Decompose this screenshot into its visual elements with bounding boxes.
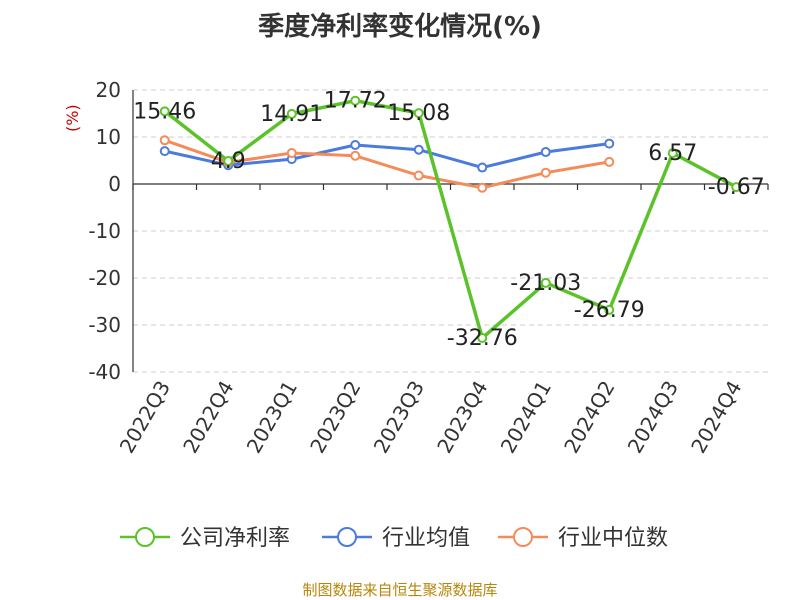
- data-label: 6.57: [648, 141, 697, 166]
- data-label: 17.72: [324, 89, 387, 114]
- legend-label: 行业中位数: [558, 526, 668, 551]
- data-point[interactable]: [477, 162, 488, 173]
- data-point[interactable]: [223, 155, 234, 166]
- data-source-note: 制图数据来自恒生聚源数据库: [302, 581, 498, 599]
- y-tick-label: -10: [88, 219, 121, 243]
- data-point[interactable]: [413, 170, 424, 181]
- legend-marker-icon: [513, 527, 533, 547]
- data-point[interactable]: [286, 108, 297, 119]
- data-point[interactable]: [286, 147, 297, 158]
- y-tick-label: 10: [96, 125, 121, 149]
- data-label: -21.03: [510, 271, 581, 296]
- data-point[interactable]: [159, 106, 170, 117]
- x-tick-label: 2023Q1: [242, 377, 302, 458]
- legend-marker-icon: [337, 527, 357, 547]
- x-tick-label: 2023Q2: [305, 377, 365, 458]
- data-point[interactable]: [350, 95, 361, 106]
- data-point[interactable]: [540, 167, 551, 178]
- data-point[interactable]: [604, 138, 615, 149]
- y-tick-label: 20: [96, 78, 121, 102]
- data-label: 14.91: [260, 102, 323, 127]
- x-tick-label: 2024Q3: [623, 377, 683, 458]
- data-label: -32.76: [447, 326, 518, 351]
- data-label: -0.67: [708, 175, 765, 200]
- x-tick-label: 2022Q3: [115, 377, 175, 458]
- data-point[interactable]: [667, 148, 678, 159]
- chart-title: 季度净利率变化情况(%): [258, 12, 542, 42]
- legend[interactable]: 公司净利率 行业均值 行业中位数: [120, 526, 668, 551]
- data-point[interactable]: [540, 147, 551, 158]
- series-line-company-net-margin: [163, 98, 739, 340]
- data-point[interactable]: [413, 108, 424, 119]
- legend-company-net-margin[interactable]: 公司净利率: [120, 526, 290, 551]
- y-tick-label: -30: [88, 313, 121, 337]
- data-point[interactable]: [604, 156, 615, 167]
- series-line-industry-median: [163, 138, 611, 190]
- data-label: -26.79: [574, 298, 645, 323]
- y-tick-label: -40: [88, 360, 121, 384]
- data-point[interactable]: [350, 150, 361, 161]
- x-tick-label: 2023Q4: [432, 377, 492, 458]
- x-tick-label: 2024Q2: [559, 377, 619, 458]
- series-layer: [159, 95, 742, 343]
- legend-industry-median[interactable]: 行业中位数: [498, 526, 668, 551]
- data-point[interactable]: [604, 304, 615, 315]
- y-tick-label: 0: [108, 172, 121, 196]
- data-point[interactable]: [159, 135, 170, 146]
- data-label: 15.08: [387, 101, 450, 126]
- data-label: 4.9: [211, 149, 246, 174]
- y-axis-unit-label: (%): [63, 104, 82, 132]
- x-tick-label: 2022Q4: [178, 377, 238, 458]
- legend-marker-icon: [135, 527, 155, 547]
- data-point[interactable]: [350, 139, 361, 150]
- legend-industry-average[interactable]: 行业均值: [322, 526, 470, 551]
- data-point[interactable]: [477, 332, 488, 343]
- x-tick-label: 2024Q1: [496, 377, 556, 458]
- data-point[interactable]: [413, 144, 424, 155]
- data-point[interactable]: [477, 182, 488, 193]
- y-tick-label: -20: [88, 266, 121, 290]
- series-line-industry-average: [163, 142, 611, 170]
- data-point[interactable]: [159, 146, 170, 157]
- data-point[interactable]: [731, 182, 742, 193]
- data-label: 15.46: [133, 99, 196, 124]
- legend-label: 行业均值: [382, 526, 470, 551]
- legend-label: 公司净利率: [180, 526, 290, 551]
- x-tick-label: 2023Q3: [369, 377, 429, 458]
- data-point[interactable]: [540, 277, 551, 288]
- x-tick-label: 2024Q4: [686, 377, 746, 458]
